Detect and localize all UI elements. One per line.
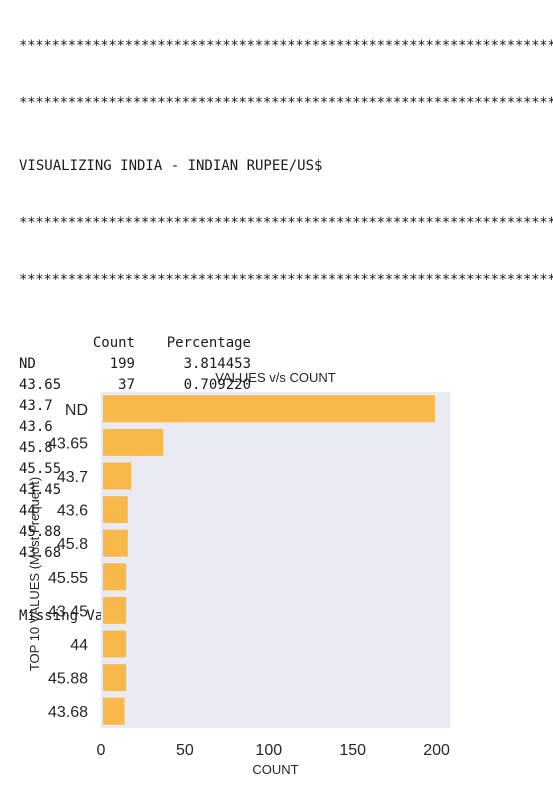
y-axis-label: TOP 10 VALUES (Most Frequent) bbox=[27, 477, 42, 671]
bar-45.55 bbox=[103, 563, 127, 591]
bar-43.68 bbox=[103, 697, 125, 725]
row-value: 43.7 bbox=[19, 398, 53, 414]
row-value: 43.6 bbox=[19, 419, 53, 435]
x-tick-label: 200 bbox=[423, 742, 450, 759]
row-value: 44 bbox=[19, 503, 36, 519]
bar-45.88 bbox=[103, 664, 127, 692]
output-heading: VISUALIZING INDIA - INDIAN RUPEE/US$ bbox=[19, 158, 323, 174]
bar-43.65 bbox=[103, 428, 164, 456]
column-header-count: Count bbox=[92, 335, 135, 351]
row-value: 43.65 bbox=[19, 377, 62, 393]
bar-45.8 bbox=[103, 529, 128, 557]
table-row: 43.65 37 0.709220 bbox=[19, 375, 251, 396]
row-percentage: 0.709220 bbox=[183, 377, 251, 393]
y-tick-label: 43.65 bbox=[48, 435, 88, 452]
row-value: 45.8 bbox=[19, 440, 53, 456]
values-vs-count-chart: VALUES v/s COUNT ND 43.65 43.7 43.6 45.8 45.5… bbox=[27, 370, 450, 777]
row-value: ND bbox=[19, 356, 36, 372]
x-tick-label: 100 bbox=[255, 742, 282, 759]
row-value: 43.45 bbox=[19, 482, 62, 498]
x-tick-label: 50 bbox=[176, 742, 194, 759]
chart-title: VALUES v/s COUNT bbox=[215, 370, 335, 385]
row-count: 199 bbox=[109, 356, 135, 372]
x-axis-label: COUNT bbox=[252, 762, 298, 777]
separator-line-top-2: ****************************************… bbox=[19, 95, 553, 111]
separator-line-bottom-1: ****************************************… bbox=[19, 215, 553, 231]
row-percentage: 3.814453 bbox=[183, 356, 251, 372]
row-value: 45.55 bbox=[19, 461, 62, 477]
bar-44 bbox=[103, 630, 127, 658]
separator-line-bottom-2: ****************************************… bbox=[19, 272, 553, 288]
row-value: 43.68 bbox=[19, 545, 62, 561]
y-tick-label: 43.7 bbox=[57, 469, 88, 486]
bar-43.45 bbox=[103, 596, 127, 624]
table-header-row: Count Percentage bbox=[19, 333, 251, 354]
y-tick-label: 45.88 bbox=[48, 671, 88, 688]
bar-43.7 bbox=[103, 462, 132, 490]
column-header-percentage: Percentage bbox=[166, 335, 251, 351]
x-tick-label: 0 bbox=[97, 742, 106, 759]
y-tick-label: ND bbox=[65, 402, 88, 419]
y-tick-label: 43.45 bbox=[48, 603, 88, 620]
separator-line-top-1: ****************************************… bbox=[19, 38, 553, 54]
y-tick-label: 45.55 bbox=[48, 570, 88, 587]
bar-43.6 bbox=[103, 496, 128, 524]
table-row: ND 199 3.814453 bbox=[19, 354, 251, 375]
y-tick-label: 45.8 bbox=[57, 536, 88, 553]
x-tick-label: 150 bbox=[339, 742, 366, 759]
row-value: 45.88 bbox=[19, 524, 62, 540]
y-tick-label: 44 bbox=[70, 637, 88, 654]
bar-ND bbox=[103, 395, 435, 423]
row-count: 37 bbox=[118, 377, 135, 393]
y-tick-label: 43.6 bbox=[57, 503, 88, 520]
y-tick-label: 43.68 bbox=[48, 704, 88, 721]
